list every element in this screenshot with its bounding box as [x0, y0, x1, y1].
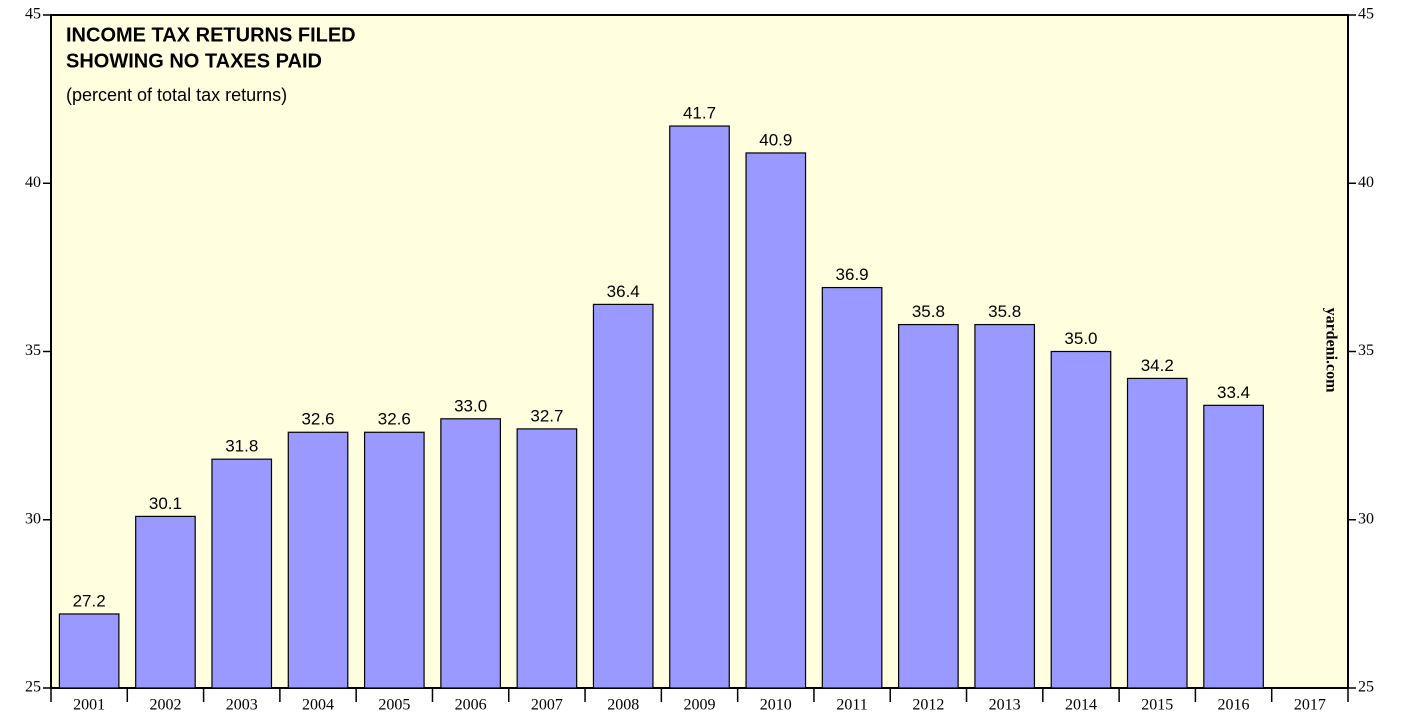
value-label: 35.8 [912, 302, 945, 321]
y-tick-label: 30 [25, 510, 41, 527]
x-tick-label: 2010 [760, 697, 792, 714]
value-label: 35.8 [988, 302, 1021, 321]
value-label: 36.4 [607, 282, 640, 301]
value-label: 27.2 [73, 591, 106, 610]
value-label: 32.6 [301, 410, 334, 429]
value-label: 31.8 [225, 437, 258, 456]
value-label: 41.7 [683, 104, 716, 123]
bar [58, 613, 120, 689]
y2-tick-label: 40 [1358, 174, 1374, 191]
bar [974, 323, 1036, 689]
x-tick-label: 2017 [1294, 697, 1326, 714]
bar [1203, 404, 1264, 689]
value-label: 32.7 [530, 406, 563, 425]
x-tick-label: 2007 [531, 697, 563, 714]
bar [1126, 377, 1188, 689]
x-tick-label: 2003 [226, 697, 258, 714]
chart-title: SHOWING NO TAXES PAID [66, 50, 322, 72]
bar [516, 428, 578, 689]
bar [1050, 350, 1112, 689]
bar [135, 515, 196, 689]
x-tick-label: 2012 [912, 697, 944, 714]
y2-tick-label: 35 [1358, 342, 1374, 359]
x-tick-label: 2013 [989, 697, 1021, 714]
x-tick-label: 2009 [684, 697, 716, 714]
y-tick-label: 35 [25, 342, 41, 359]
bar [745, 152, 807, 689]
chart-subtitle: (percent of total tax returns) [66, 85, 287, 105]
bar [440, 418, 501, 689]
bar [821, 286, 883, 689]
bar [592, 303, 654, 689]
value-label: 33.4 [1217, 383, 1250, 402]
value-label: 30.1 [149, 494, 182, 513]
value-label: 34.2 [1141, 356, 1174, 375]
y2-tick-label: 45 [1358, 6, 1374, 23]
y-tick-label: 25 [25, 679, 41, 696]
x-tick-label: 2011 [836, 697, 867, 714]
x-tick-label: 2004 [302, 697, 334, 714]
x-tick-label: 2001 [73, 697, 105, 714]
bar [363, 431, 425, 689]
chart-title: INCOME TAX RETURNS FILED [66, 24, 356, 46]
y-tick-label: 40 [25, 174, 41, 191]
y2-tick-label: 25 [1358, 679, 1374, 696]
value-label: 36.9 [836, 265, 869, 284]
y2-tick-label: 30 [1358, 510, 1374, 527]
x-tick-label: 2006 [455, 697, 487, 714]
value-label: 33.0 [454, 396, 487, 415]
y-tick-label: 45 [25, 6, 41, 23]
bar [287, 431, 349, 689]
x-tick-label: 2008 [607, 697, 639, 714]
x-tick-label: 2002 [149, 697, 181, 714]
x-tick-label: 2016 [1218, 697, 1250, 714]
x-tick-label: 2015 [1141, 697, 1173, 714]
bar [211, 458, 273, 689]
bar [669, 125, 730, 689]
value-label: 35.0 [1064, 329, 1097, 348]
bar [898, 323, 959, 689]
value-label: 40.9 [759, 130, 792, 149]
x-tick-label: 2005 [378, 697, 410, 714]
value-label: 32.6 [378, 410, 411, 429]
source: yardeni.com [1322, 308, 1339, 394]
x-tick-label: 2014 [1065, 697, 1097, 714]
